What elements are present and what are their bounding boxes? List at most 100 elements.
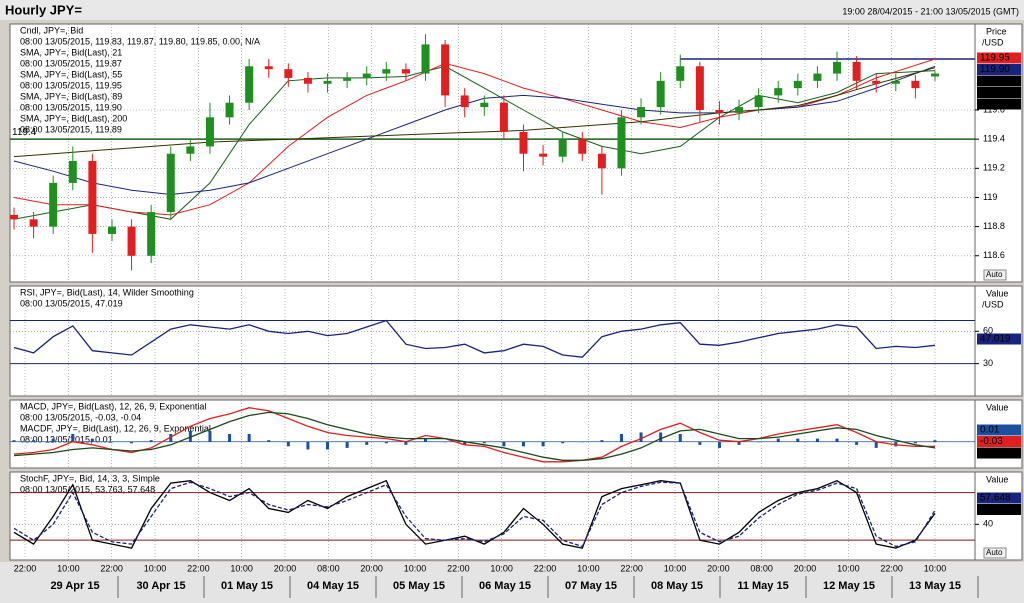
- histogram-bar: [326, 441, 330, 450]
- date-label: 06 May 15: [479, 580, 531, 592]
- histogram-bar: [502, 441, 506, 447]
- value-tag-label: 119.87: [980, 87, 1010, 98]
- candle-body: [852, 61, 861, 81]
- candle-body: [774, 88, 783, 96]
- histogram-bar: [110, 441, 114, 443]
- date-label: 11 May 15: [737, 580, 788, 592]
- candle-body: [499, 102, 508, 132]
- legend-entry: 08:00 13/05/2015, 119.89: [20, 124, 122, 134]
- histogram-bar: [659, 432, 663, 442]
- value-tag-label: 47.019: [980, 334, 1011, 345]
- time-label: 10:00: [490, 563, 513, 573]
- legend-entry: SMA, JPY=, Bid(Last), 89: [20, 91, 122, 101]
- candle-body: [49, 182, 58, 227]
- legend-entry: 08:00 13/05/2015, 119.83, 119.87, 119.80…: [20, 36, 260, 46]
- candle-body: [441, 44, 450, 96]
- moving-average: [13, 65, 936, 220]
- axis-title: Value: [986, 474, 1008, 484]
- legend-entry: 08:00 13/05/2015, 53.763, 57.648: [20, 484, 155, 494]
- candle-body: [323, 80, 332, 84]
- candle-body: [147, 212, 156, 256]
- candle-body: [29, 219, 38, 227]
- y-tick-label: 118.8: [983, 221, 1005, 231]
- histogram-bar: [208, 430, 212, 442]
- candle-body: [872, 80, 881, 84]
- candle-body: [480, 102, 489, 108]
- time-label: 10:00: [144, 563, 167, 573]
- candle-body: [911, 80, 920, 89]
- time-label: 08:00: [750, 563, 773, 573]
- legend-entry: SMA, JPY=, Bid(Last), 21: [20, 47, 122, 57]
- candle-body: [597, 153, 606, 169]
- legend-entry: MACDF, JPY=, Bid(Last), 12, 26, 9, Expon…: [20, 423, 211, 433]
- legend-entry: RSI, JPY=, Bid(Last), 14, Wilder Smoothi…: [20, 287, 194, 297]
- histogram-bar: [678, 434, 682, 442]
- value-tag-label: 119.95: [980, 53, 1010, 64]
- histogram-bar: [71, 434, 75, 442]
- candle-body: [382, 69, 391, 74]
- indicator-line: [13, 481, 936, 548]
- time-label: 20:00: [360, 563, 383, 573]
- candle-body: [519, 131, 528, 154]
- histogram-bar: [619, 434, 623, 442]
- axis-title: Price: [986, 26, 1007, 36]
- histogram-bar: [90, 438, 94, 442]
- value-tag-label: 0.01: [980, 425, 1000, 436]
- candle-body: [127, 226, 136, 256]
- candle-body: [264, 66, 273, 70]
- histogram-bar: [286, 441, 290, 447]
- legend-entry: 08:00 13/05/2015, 119.87: [20, 58, 122, 68]
- axis-title: Value: [986, 288, 1008, 298]
- legend-entry: 08:00 13/05/2015, 47.019: [20, 298, 123, 308]
- histogram-bar: [482, 441, 486, 444]
- legend-entry: 08:00 13/05/2015, -0.03, -0.04: [20, 412, 141, 422]
- histogram-bar: [345, 441, 349, 448]
- histogram-bar: [149, 440, 153, 442]
- histogram-bar: [698, 441, 702, 445]
- candle-body: [735, 107, 744, 113]
- histogram-bar: [737, 441, 741, 445]
- legend-entry: MACD, JPY=, Bid(Last), 12, 26, 9, Expone…: [20, 401, 206, 411]
- histogram-bar: [130, 441, 134, 444]
- candle-body: [401, 69, 410, 74]
- time-label: 10:00: [57, 563, 80, 573]
- y-tick-label: 60: [983, 326, 993, 336]
- time-label: 20:00: [274, 563, 297, 573]
- time-label: 22:00: [534, 563, 557, 573]
- header-bar: [0, 0, 1024, 20]
- histogram-bar: [247, 434, 251, 442]
- value-tag: [977, 504, 1021, 515]
- candle-body: [68, 161, 77, 183]
- time-label: 10:00: [664, 563, 687, 573]
- candle-body: [460, 95, 469, 108]
- value-tag: [977, 436, 1021, 447]
- histogram-bar: [521, 441, 525, 447]
- date-label: 04 May 15: [307, 580, 359, 592]
- value-tag-label: 119.85: [980, 99, 1010, 110]
- axis-title: Value: [986, 402, 1008, 412]
- candle-body: [676, 66, 685, 81]
- date-label: 08 May 15: [651, 580, 703, 592]
- histogram-bar: [855, 441, 859, 445]
- histogram-bar: [404, 441, 408, 445]
- axis-unit: /USD: [982, 37, 1004, 47]
- histogram-bar: [443, 441, 447, 443]
- candle-body: [891, 80, 900, 84]
- candle-body: [754, 95, 763, 108]
- legend-entry: 08:00 13/05/2015, 0.01: [20, 434, 113, 444]
- histogram-bar: [894, 441, 898, 447]
- candle-body: [617, 117, 626, 169]
- candle-body: [166, 153, 175, 213]
- time-label: 08:00: [317, 563, 340, 573]
- value-tag: [977, 424, 1021, 436]
- axis-unit: /USD: [982, 299, 1004, 309]
- candle-body: [421, 44, 430, 74]
- y-tick-label: 119.4: [983, 134, 1005, 144]
- auto-label: Auto: [986, 548, 1003, 557]
- legend-entry: SMA, JPY=, Bid(Last), 55: [20, 69, 122, 79]
- candle-body: [558, 139, 567, 157]
- candle-body: [578, 139, 587, 154]
- candle-body: [793, 80, 802, 89]
- value-tag: [977, 492, 1021, 504]
- candle-body: [833, 61, 842, 74]
